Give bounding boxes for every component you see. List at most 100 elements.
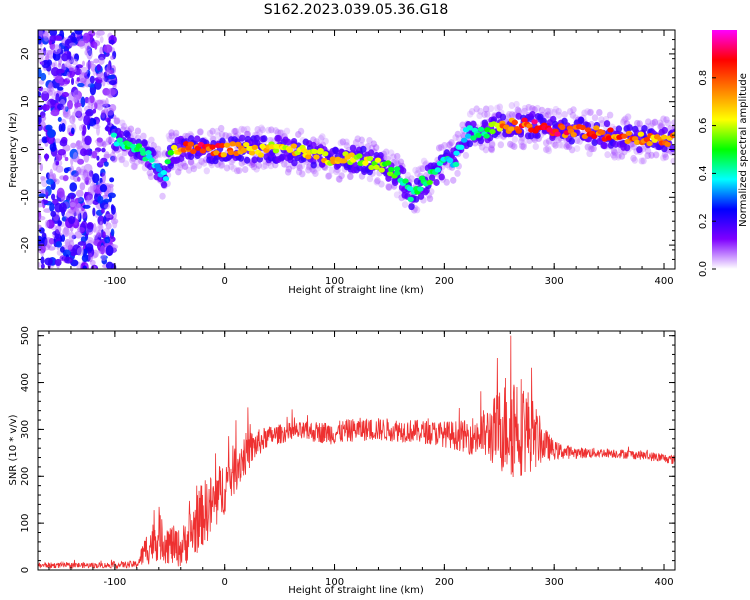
spectrogram-ridge-cell [154, 145, 162, 153]
spectrogram-ridge-cell [555, 136, 562, 144]
spectrogram-ridge-cell [490, 116, 498, 124]
spectrogram-noise-cell [72, 89, 82, 101]
spectrogram-noise-cell [70, 127, 75, 135]
spectrogram-ridge-cell [258, 124, 265, 132]
spectrogram-ridge-cell [647, 122, 654, 130]
spectrogram-noise-cell [62, 249, 71, 257]
spectrogram-ridge-cell [256, 129, 263, 137]
spectrogram-ridge-cell [113, 141, 120, 147]
spectrogram-noise-cell [38, 215, 46, 221]
spectrogram-ridge-cell [433, 178, 440, 186]
spectrogram-ridge-cell [598, 116, 605, 124]
spectrogram-ridge-cell [255, 161, 263, 169]
spectrogram-ridge-cell [662, 153, 669, 161]
colorbar-ticks: 0.0 0.2 0.4 0.6 0.8 [698, 70, 716, 277]
spectrogram-ridge-cell [339, 138, 347, 146]
spectrogram-ridge-cell [131, 132, 138, 140]
spectrogram-ridge-cell [448, 139, 455, 147]
spectrogram-ridge-cell [196, 128, 204, 136]
spectrogram-ridge-cell [166, 135, 174, 143]
spectrogram-ridge-cell [393, 166, 401, 172]
spectrogram-ridge-cell [470, 135, 477, 141]
spectrogram-noise-cell [81, 60, 85, 67]
snr-x-ticks: -100 0 100 200 300 400 [48, 331, 674, 588]
spectrogram-ridge-cell [484, 110, 491, 118]
spectrogram-ridge-cell [573, 145, 581, 153]
spectrogram-noise-cell [100, 254, 107, 262]
spectrogram-noise-cell [99, 220, 103, 231]
spectrogram-ridge-cell [349, 144, 357, 152]
spectrogram-ridge-cell [222, 132, 229, 140]
spectrogram-noise-cell [47, 84, 52, 94]
spectrogram-x-tick-label: 100 [325, 276, 344, 287]
spectrogram-ridge-cell [213, 127, 221, 135]
spectrogram-ridge-cell [154, 150, 162, 158]
spectrogram-noise-cell [38, 261, 41, 268]
spectrogram-noise-cell [100, 208, 105, 214]
spectrogram-noise-cell [38, 79, 45, 85]
spectrogram-x-ticks: -100 0 100 200 300 400 [48, 30, 674, 287]
spectrogram-ridge-cell [124, 131, 131, 139]
spectrogram-ridge-cell [356, 153, 363, 159]
spectrogram-ridge-cell [253, 165, 260, 173]
spectrogram-noise-cell [54, 138, 62, 144]
spectrogram-ridge-cell [218, 162, 225, 170]
spectrogram-ridge-cell [367, 149, 375, 157]
spectrogram-ridge-cell [268, 126, 275, 134]
spectrogram-ridge-cell [335, 175, 343, 183]
spectrogram-ridge-cell [340, 158, 348, 164]
spectrogram-ridge-cell [511, 143, 518, 151]
spectrogram-ridge-cell [348, 152, 355, 158]
spectrogram-ridge-cell [661, 150, 669, 158]
spectrogram-ridge-cell [556, 141, 563, 149]
spectrogram-ridge-cell [223, 142, 231, 148]
spectrogram-ridge-cell [509, 142, 516, 150]
spectrogram-ridge-cell [660, 154, 667, 162]
spectrogram-ridge-cell [408, 203, 415, 211]
spectrogram-ridge-cell [257, 152, 265, 158]
spectrogram-ridge-cell [406, 186, 414, 192]
spectrogram-ridge-cell [141, 139, 148, 147]
spectrogram-ridge-cell [251, 156, 258, 164]
spectrogram-ridge-cell [477, 137, 485, 145]
spectrogram-noise-cell [59, 246, 65, 253]
spectrogram-noise-cell [49, 168, 53, 177]
spectrogram-noise-cell [90, 104, 94, 110]
spectrogram-noise-cell [86, 48, 93, 60]
snr-x-tick-label: -100 [104, 577, 127, 588]
spectrogram-noise-cell [49, 35, 57, 42]
spectrogram-ridge-cell [133, 158, 141, 166]
spectrogram-ridge-cell [584, 108, 591, 116]
spectrogram-ridge-cell [615, 151, 622, 159]
spectrogram-ridge-cell [475, 132, 482, 138]
spectrogram-ridge-cell [482, 121, 489, 129]
spectrogram-ridge-cell [372, 144, 380, 152]
spectrogram-ridge-cell [168, 132, 175, 140]
spectrogram-ridge-cell [630, 154, 637, 162]
spectrogram-ridge-cell [531, 119, 538, 125]
spectrogram-ridge-cell [260, 163, 267, 171]
spectrogram-noise-cell [110, 204, 115, 211]
spectrogram-noise-cell [105, 213, 113, 219]
spectrogram-ridge-cell [610, 151, 617, 159]
spectrogram-ridge-cell [187, 158, 195, 166]
spectrogram-ridge-cell [187, 153, 195, 161]
spectrogram-ridge-cell [420, 157, 428, 165]
spectrogram-noise-cell [84, 135, 92, 146]
spectrogram-noise-cell [50, 109, 60, 117]
spectrogram-ridge-cell [399, 167, 407, 175]
spectrogram-ridge-cell [545, 147, 553, 155]
spectrogram-ridge-cell [584, 121, 592, 129]
spectrogram-ridge-cell [559, 124, 566, 130]
spectrogram-ridge-cell [477, 107, 484, 115]
spectrogram-ridge-cell [251, 144, 259, 151]
spectrogram-ridge-cell [511, 119, 518, 126]
spectrogram-ridge-cell [286, 147, 294, 153]
spectrogram-noise-cell [82, 32, 91, 44]
spectrogram-ridge-cell [574, 136, 581, 144]
spectrogram-ridge-cell [238, 125, 245, 133]
spectrogram-ridge-cell [460, 137, 468, 143]
spectrogram-ridge-cell [651, 118, 659, 126]
spectrogram-ridge-cell [384, 160, 392, 166]
